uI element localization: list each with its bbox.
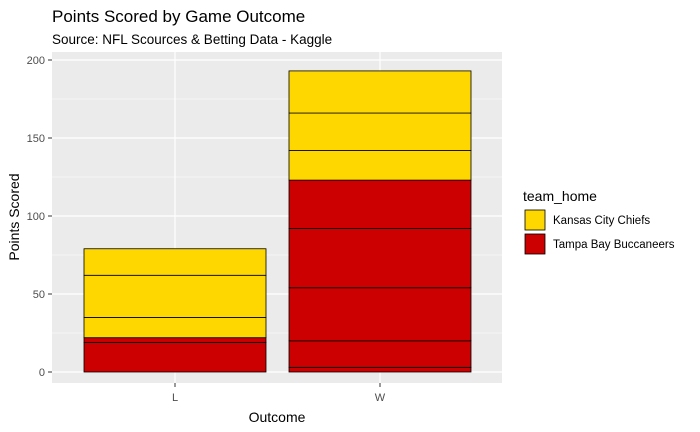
x-tick-label: L (172, 392, 178, 404)
bar-segment-L-tampa-bay-buccaneers (83, 341, 267, 373)
legend-key-kansas-city-chiefs (524, 209, 546, 231)
bar-segment-W-kansas-city-chiefs (288, 150, 472, 181)
y-axis: 0 50 100 150 200 (27, 55, 52, 379)
legend-items: Kansas City Chiefs Tampa Bay Buccaneers (524, 209, 675, 255)
y-tick-label: 100 (27, 211, 45, 223)
legend-label: Kansas City Chiefs (553, 215, 650, 227)
x-tick-label: W (375, 392, 386, 404)
chart-subtitle: Source: NFL Scources & Betting Data - Ka… (52, 32, 332, 47)
legend-title: team_home (523, 188, 597, 204)
chart-title: Points Scored by Game Outcome (52, 7, 305, 26)
bar-segment-L-kansas-city-chiefs (83, 274, 267, 318)
x-axis-title: Outcome (249, 409, 306, 425)
bar-segment-L-kansas-city-chiefs (83, 316, 267, 339)
legend: team_home Kansas City Chiefs Tampa Bay Bu… (523, 188, 675, 255)
legend-key-tampa-bay-buccaneers (524, 233, 546, 255)
bar-segment-W-kansas-city-chiefs (288, 112, 472, 151)
y-tick-label: 150 (27, 133, 45, 145)
bar-segment-L-kansas-city-chiefs (83, 248, 267, 276)
bar-segment-W-tampa-bay-buccaneers (288, 287, 472, 342)
legend-label: Tampa Bay Buccaneers (553, 239, 675, 251)
y-tick-label: 200 (27, 55, 45, 67)
bars (83, 70, 472, 373)
y-tick-label: 50 (33, 289, 45, 301)
bar-segment-W-tampa-bay-buccaneers (288, 340, 472, 368)
y-tick-label: 0 (39, 367, 45, 379)
y-axis-title: Points Scored (6, 173, 22, 260)
bar-segment-W-tampa-bay-buccaneers (288, 366, 472, 373)
bar-segment-L-tampa-bay-buccaneers (83, 337, 267, 343)
bar-segment-W-tampa-bay-buccaneers (288, 179, 472, 229)
bar-segment-W-tampa-bay-buccaneers (288, 228, 472, 289)
bar-segment-W-kansas-city-chiefs (288, 70, 472, 114)
